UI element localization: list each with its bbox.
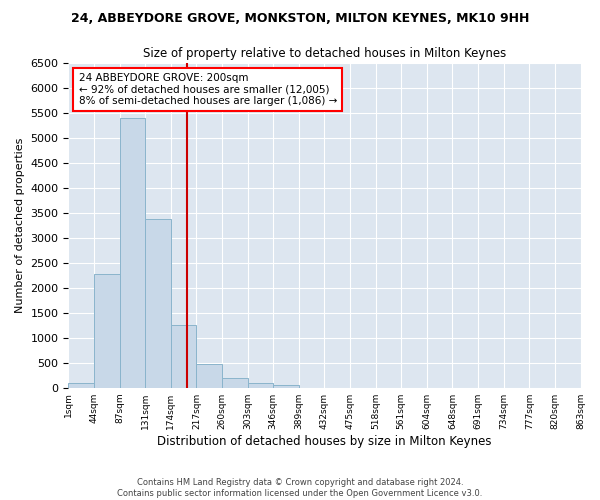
Text: 24 ABBEYDORE GROVE: 200sqm
← 92% of detached houses are smaller (12,005)
8% of s: 24 ABBEYDORE GROVE: 200sqm ← 92% of deta… — [79, 73, 337, 106]
X-axis label: Distribution of detached houses by size in Milton Keynes: Distribution of detached houses by size … — [157, 434, 492, 448]
Bar — [222, 378, 248, 388]
Bar — [68, 382, 94, 388]
Title: Size of property relative to detached houses in Milton Keynes: Size of property relative to detached ho… — [143, 48, 506, 60]
Text: 24, ABBEYDORE GROVE, MONKSTON, MILTON KEYNES, MK10 9HH: 24, ABBEYDORE GROVE, MONKSTON, MILTON KE… — [71, 12, 529, 26]
Bar — [145, 219, 171, 388]
Bar — [273, 385, 299, 388]
Bar — [119, 118, 145, 388]
Y-axis label: Number of detached properties: Number of detached properties — [15, 138, 25, 313]
Bar — [196, 364, 222, 388]
Bar — [248, 382, 273, 388]
Text: Contains HM Land Registry data © Crown copyright and database right 2024.
Contai: Contains HM Land Registry data © Crown c… — [118, 478, 482, 498]
Bar — [171, 326, 196, 388]
Bar — [94, 274, 119, 388]
